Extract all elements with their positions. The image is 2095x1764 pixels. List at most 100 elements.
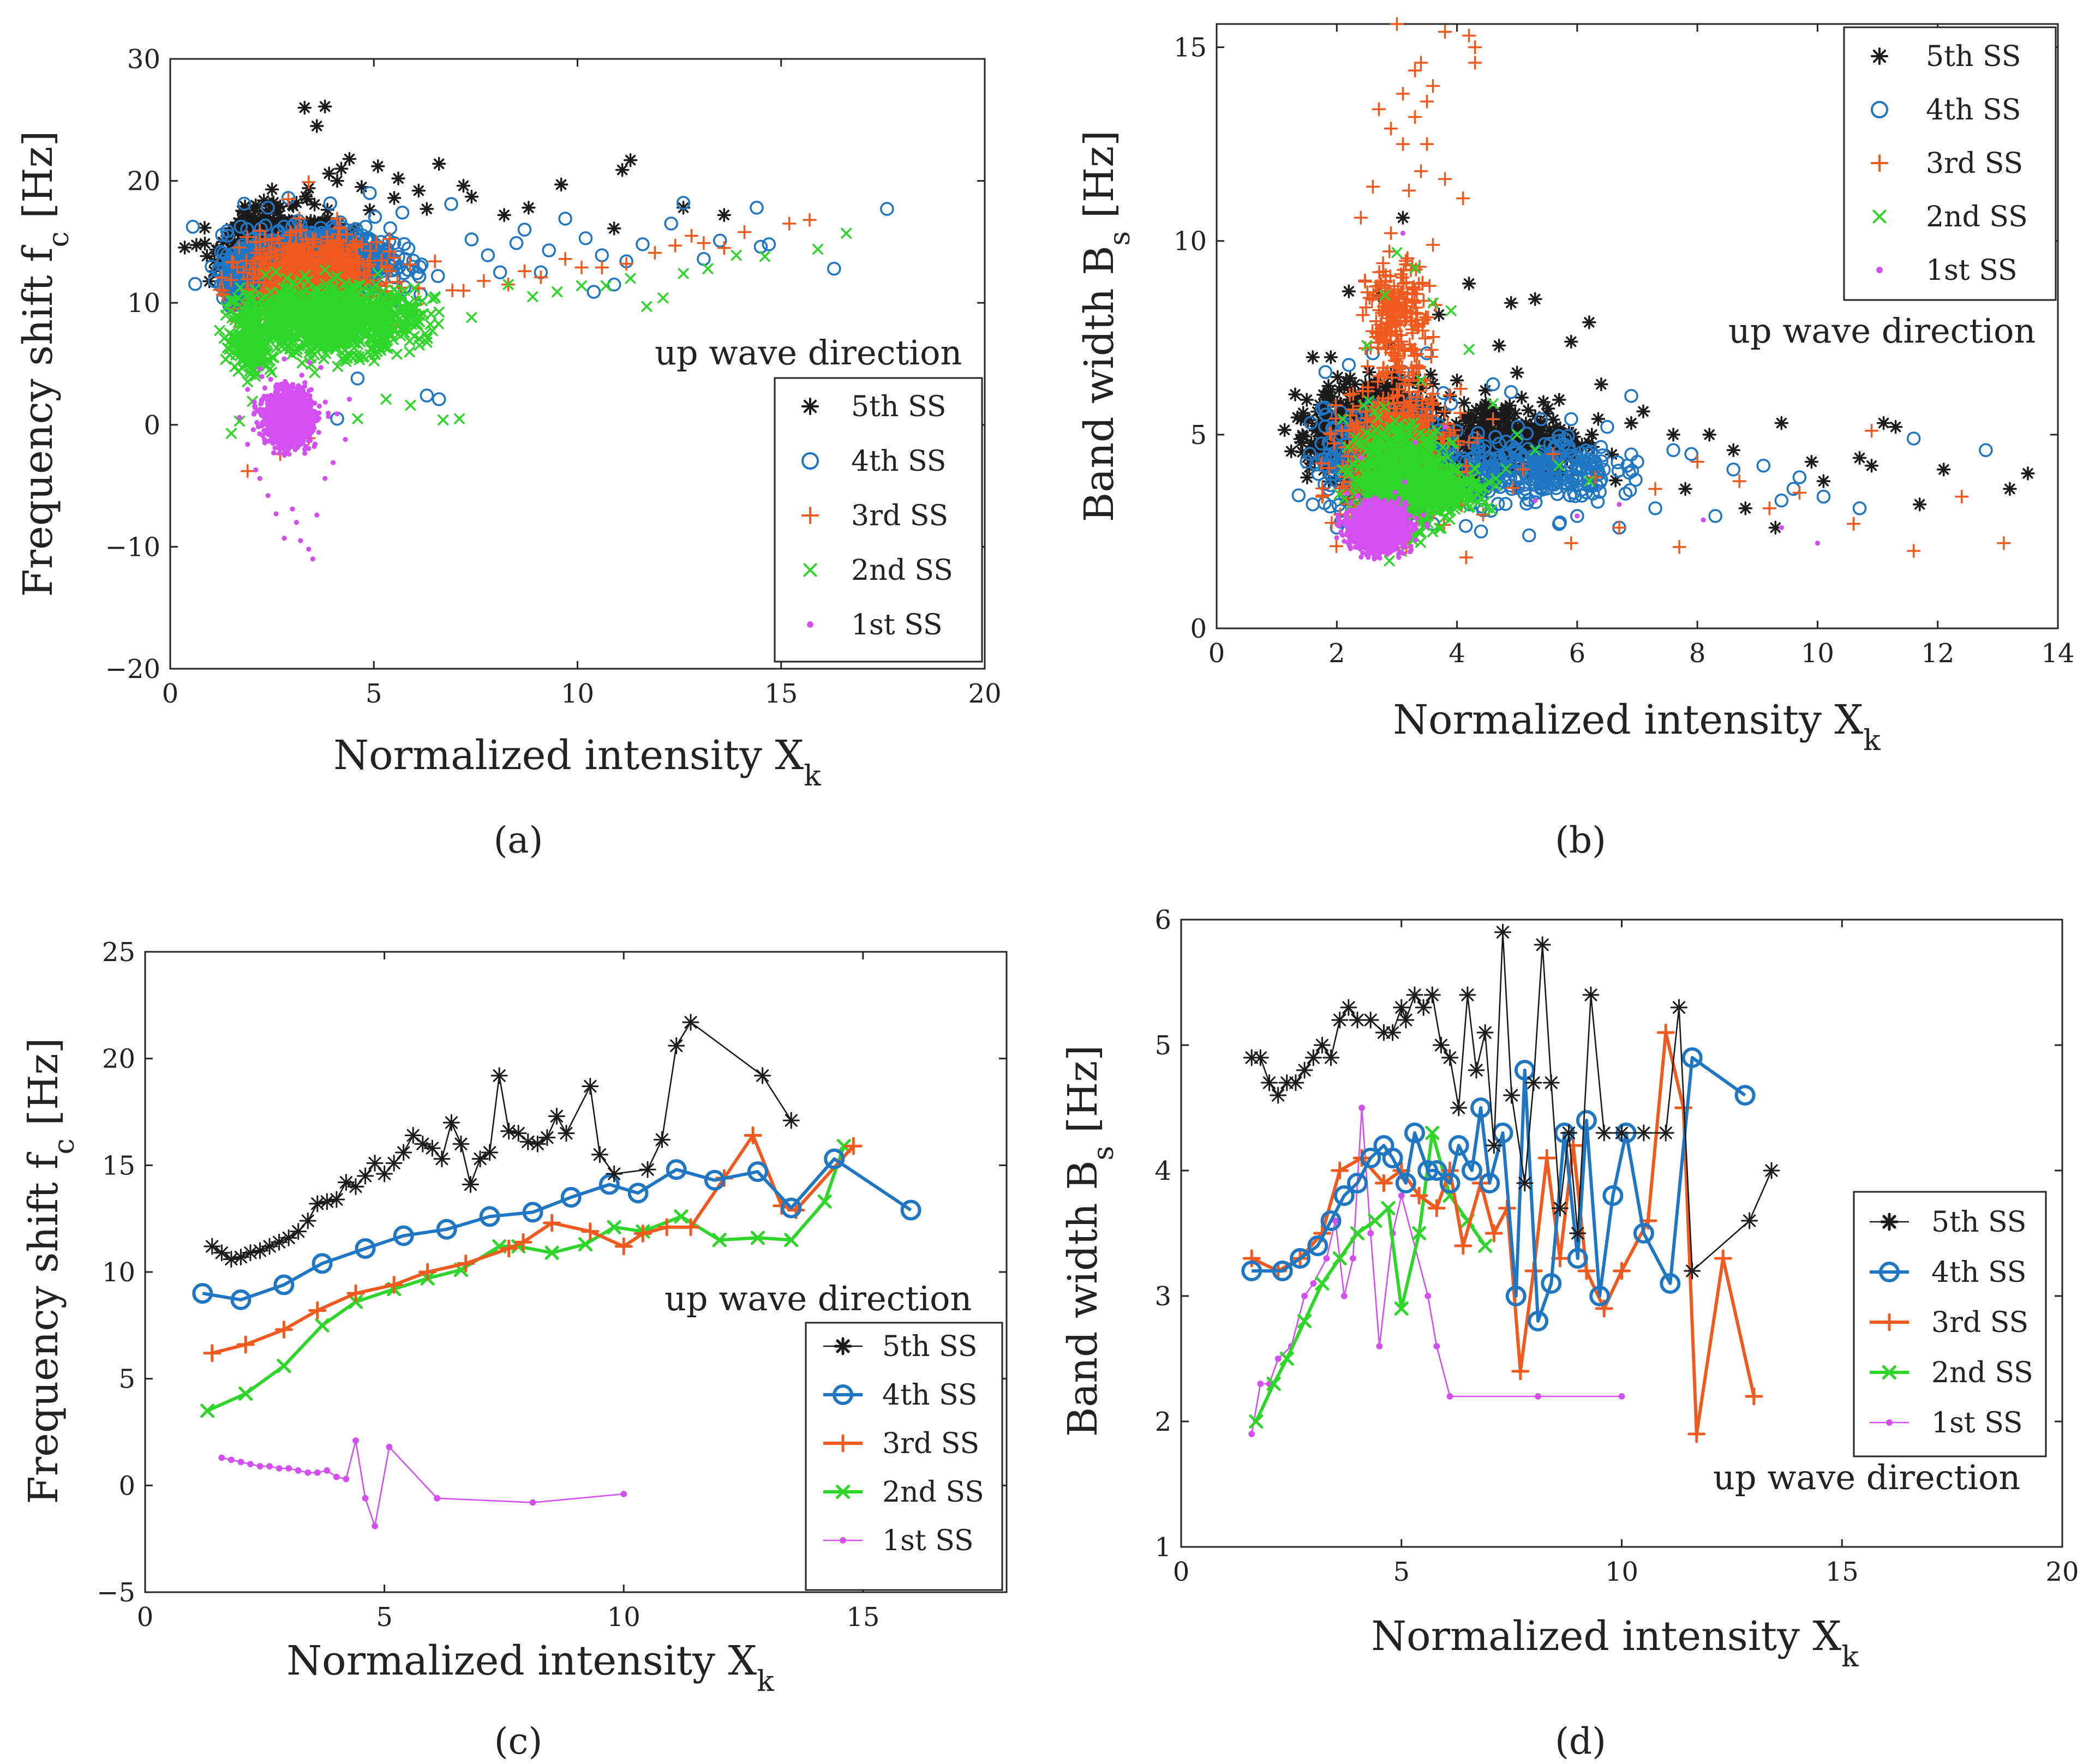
data-point xyxy=(189,238,203,252)
data-point xyxy=(432,392,446,406)
data-point xyxy=(197,220,212,235)
data-point xyxy=(684,229,699,243)
data-point xyxy=(297,100,312,115)
data-point xyxy=(664,217,678,231)
data-point xyxy=(576,280,587,291)
data-point xyxy=(272,208,286,223)
data-point xyxy=(387,191,402,205)
data-point xyxy=(552,286,563,298)
data-point xyxy=(595,248,609,262)
data-point xyxy=(420,202,434,216)
data-point xyxy=(542,243,556,257)
data-point xyxy=(586,285,601,299)
data-point xyxy=(623,153,638,167)
data-point xyxy=(265,393,270,399)
data-point xyxy=(410,266,424,280)
data-point xyxy=(309,119,324,133)
data-point xyxy=(277,451,282,456)
data-point xyxy=(750,201,764,215)
data-point xyxy=(318,215,333,230)
data-point xyxy=(249,198,263,213)
data-point xyxy=(188,277,202,291)
data-point xyxy=(316,430,321,435)
data-point xyxy=(697,236,711,250)
data-point xyxy=(241,212,255,226)
data-point xyxy=(237,196,252,211)
data-point xyxy=(370,159,385,173)
data-point xyxy=(185,220,200,234)
data-point xyxy=(759,251,770,262)
data-point xyxy=(261,209,276,224)
data-point xyxy=(456,178,471,193)
data-point xyxy=(225,428,237,439)
data-point xyxy=(350,371,365,386)
data-point xyxy=(380,393,392,405)
y-tick-label: −20 xyxy=(105,654,160,685)
data-point xyxy=(430,269,445,283)
data-point xyxy=(697,251,711,266)
data-point xyxy=(737,225,752,239)
data-point xyxy=(363,203,377,218)
data-point xyxy=(782,217,797,231)
data-point xyxy=(509,236,524,250)
data-point xyxy=(213,260,227,274)
x-tick-label: 0 xyxy=(162,679,179,709)
data-point xyxy=(326,413,331,419)
x-tick-label: 20 xyxy=(968,679,1001,709)
data-point xyxy=(717,241,731,255)
data-point xyxy=(731,249,742,261)
data-point xyxy=(607,221,621,236)
data-point xyxy=(322,166,336,181)
data-point xyxy=(554,177,568,192)
data-point xyxy=(762,237,776,251)
data-point xyxy=(224,221,238,236)
data-point xyxy=(309,367,320,378)
data-point xyxy=(177,241,192,255)
data-point xyxy=(841,227,852,239)
data-point xyxy=(534,270,548,284)
y-tick-label: 0 xyxy=(143,410,160,441)
data-point xyxy=(493,265,507,280)
data-point xyxy=(318,99,332,113)
data-point xyxy=(456,284,471,298)
data-point xyxy=(464,232,479,247)
y-tick-label: 20 xyxy=(127,166,160,197)
data-point xyxy=(578,231,593,245)
data-point xyxy=(321,211,336,225)
data-point xyxy=(273,199,288,214)
data-point xyxy=(302,175,316,189)
data-point xyxy=(574,260,589,275)
data-point xyxy=(412,260,427,274)
data-point xyxy=(438,414,449,425)
y-tick-label: −10 xyxy=(105,532,160,562)
data-point xyxy=(330,173,344,188)
data-point xyxy=(197,236,212,251)
data-point xyxy=(221,229,235,243)
data-point xyxy=(296,357,308,369)
data-point xyxy=(252,399,257,405)
data-point xyxy=(322,399,328,405)
data-point xyxy=(411,183,426,198)
data-point xyxy=(812,243,823,255)
data-point xyxy=(352,413,363,424)
data-point xyxy=(265,182,279,197)
data-point xyxy=(803,213,817,227)
data-point xyxy=(289,196,304,210)
data-point xyxy=(368,209,382,224)
data-point xyxy=(625,273,636,284)
x-tick-label: 10 xyxy=(561,679,594,709)
data-point xyxy=(717,208,731,222)
data-point xyxy=(648,245,662,260)
data-a xyxy=(177,99,894,562)
x-tick-label: 5 xyxy=(366,679,382,709)
data-point xyxy=(444,197,458,211)
data-point xyxy=(753,239,768,254)
data-point xyxy=(827,261,841,276)
data-point xyxy=(238,199,252,213)
y-tick-label: 10 xyxy=(127,288,160,319)
data-point xyxy=(307,214,321,229)
data-point xyxy=(259,205,273,219)
data-point xyxy=(242,376,253,387)
data-point xyxy=(241,464,255,478)
